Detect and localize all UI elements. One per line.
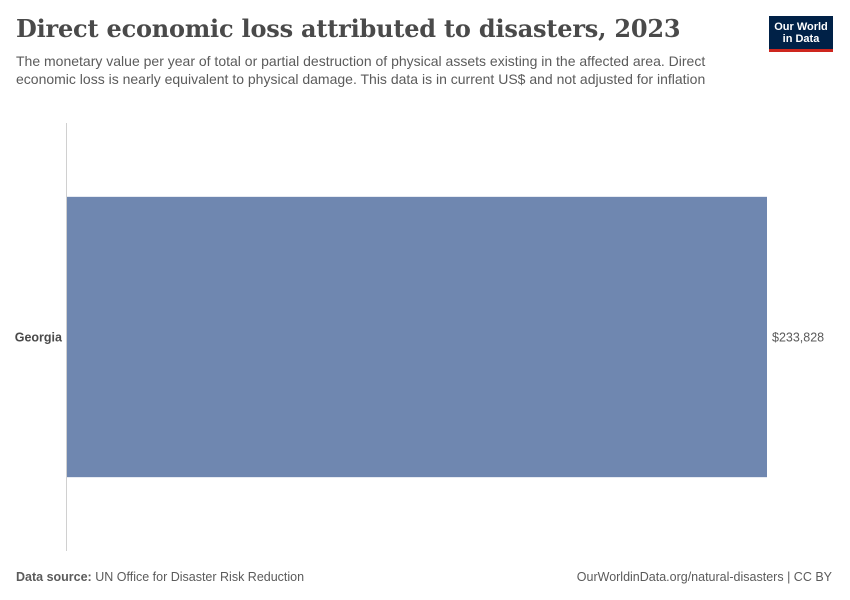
chart-title: Direct economic loss attributed to disas…: [16, 14, 681, 43]
bar-georgia[interactable]: [67, 196, 767, 478]
value-label: $233,828: [772, 331, 824, 345]
owid-logo[interactable]: Our World in Data: [769, 16, 833, 52]
chart-subtitle: The monetary value per year of total or …: [16, 53, 706, 87]
logo-line-2: in Data: [782, 33, 820, 45]
source-link[interactable]: OurWorldinData.org/natural-disasters: [576, 570, 784, 584]
category-label: Georgia: [15, 331, 63, 345]
bar-chart: Georgia $233,828: [15, 123, 824, 551]
footer-credit: OurWorldinData.org/natural-disasters | C…: [577, 570, 832, 584]
data-source-label: Data source:: [16, 570, 92, 584]
license-text: | CC BY: [783, 570, 832, 584]
logo-line-1: Our World: [774, 21, 828, 33]
data-source: Data source: UN Office for Disaster Risk…: [16, 570, 304, 584]
data-source-text: UN Office for Disaster Risk Reduction: [95, 570, 305, 584]
